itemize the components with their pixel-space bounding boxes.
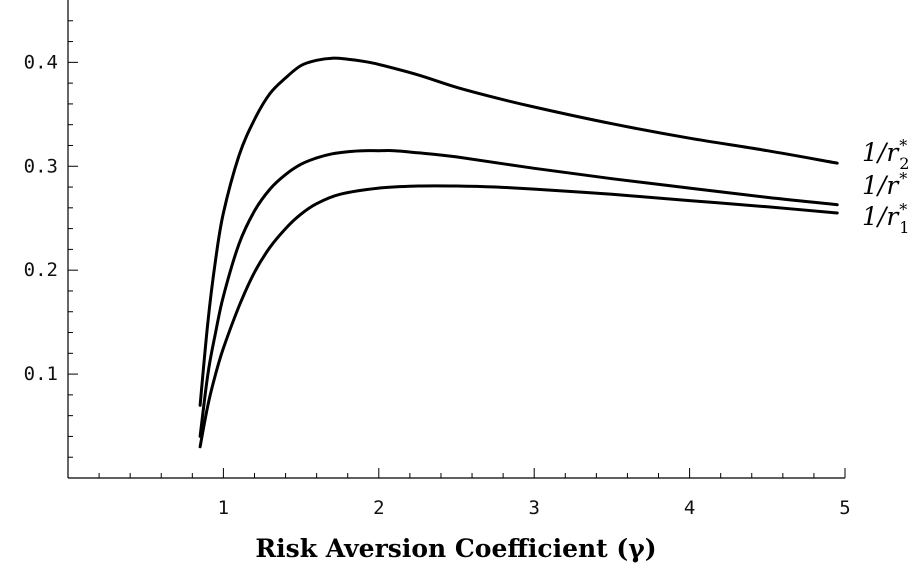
series-label-one-over-r2-star: 1/r* 2	[862, 136, 909, 173]
series-line-one-over-r1-star	[198, 184, 839, 449]
y-tick-label: 0.3	[24, 155, 58, 177]
y-tick-label: 0.2	[24, 259, 58, 281]
x-tick-label: 5	[839, 497, 850, 519]
series-line-one-over-r-star	[198, 149, 839, 438]
x-axis-title: Risk Aversion Coefficient (γ)	[255, 534, 656, 563]
x-ticks: 1 2 3 4 5	[98, 468, 851, 519]
y-ticks: 0.1 0.2 0.3 0.4	[24, 20, 78, 458]
axes	[67, 0, 845, 479]
series-labels: 1/r* 21/r*1/r* 1	[862, 136, 909, 237]
x-tick-label: 1	[218, 497, 229, 519]
x-tick-label: 2	[373, 497, 384, 519]
series-label-one-over-r-star: 1/r*	[862, 169, 907, 200]
series-label-one-over-r1-star: 1/r* 1	[862, 200, 909, 237]
y-tick-label: 0.1	[24, 363, 58, 385]
y-tick-label: 0.4	[24, 51, 58, 73]
x-tick-label: 4	[684, 497, 695, 519]
x-tick-label: 3	[528, 497, 539, 519]
series-line-one-over-r2-star	[198, 56, 839, 407]
series-lines	[198, 56, 839, 449]
